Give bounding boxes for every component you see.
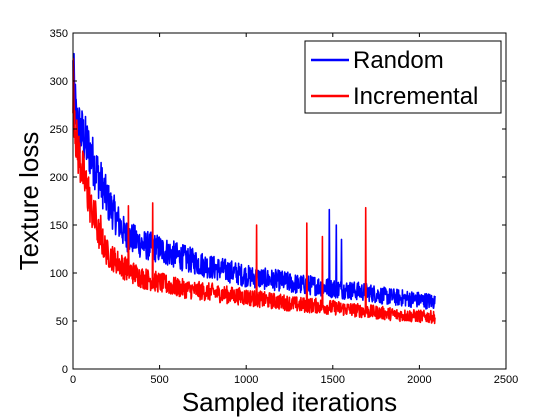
legend-label: Incremental	[353, 83, 478, 110]
x-tick-label: 2000	[407, 374, 431, 386]
series-line-incremental	[72, 57, 436, 325]
legend-box	[304, 40, 502, 114]
y-tick-label: 50	[56, 316, 68, 328]
plot-area	[72, 52, 436, 325]
legend: Random Incremental	[304, 40, 502, 114]
y-tick-label: 0	[62, 364, 68, 376]
y-tick-label: 250	[50, 124, 68, 136]
x-tick-label: 500	[150, 374, 168, 386]
x-tick-label: 1500	[321, 374, 345, 386]
y-axis-title: Texture loss	[14, 132, 44, 271]
y-tick-label: 300	[50, 76, 68, 88]
axes-frame	[72, 32, 507, 370]
y-tick-label: 100	[50, 268, 68, 280]
x-tick-label: 2500	[494, 374, 518, 386]
axis-ticks: 0 500 1000 1500 2000 2500 0 50 100 150 200 250 300 35…	[50, 28, 519, 386]
y-tick-label: 350	[50, 28, 68, 40]
y-tick-label: 200	[50, 172, 68, 184]
x-tick-label: 1000	[234, 374, 258, 386]
x-axis-title: Sampled iterations	[182, 387, 397, 417]
series-line-random	[72, 52, 436, 310]
legend-label: Random	[353, 47, 444, 74]
x-tick-label: 0	[70, 374, 76, 386]
y-tick-label: 150	[50, 220, 68, 232]
